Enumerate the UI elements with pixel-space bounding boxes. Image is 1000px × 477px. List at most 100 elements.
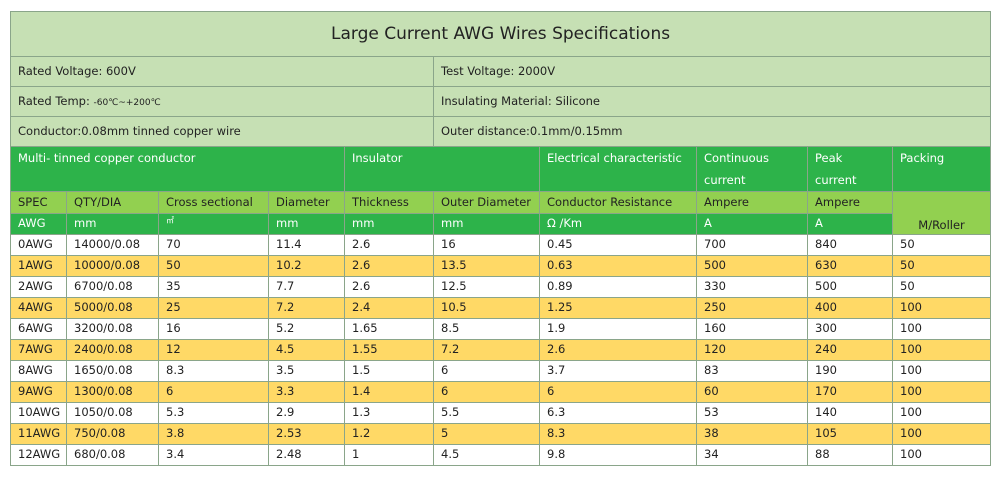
table-cell: 0AWG xyxy=(10,234,67,256)
group-header-continuous: Continuous current xyxy=(696,146,808,192)
table-cell: 13.5 xyxy=(433,255,540,277)
table-cell: 8AWG xyxy=(10,360,67,382)
table-cell: 250 xyxy=(696,297,808,319)
col-header: Thickness xyxy=(344,191,434,214)
group-header-packing-label: Packing xyxy=(900,151,945,165)
table-cell: 100 xyxy=(891,444,992,466)
table-cell: 240 xyxy=(807,339,893,361)
table-cell: 4AWG xyxy=(10,297,67,319)
table-cell: 5 xyxy=(433,423,540,445)
table-cell: 5.3 xyxy=(158,402,269,424)
table-cell: 8.5 xyxy=(433,318,540,340)
table-cell: 70 xyxy=(158,234,269,256)
table-row: 1AWG 10000/0.08 50 10.2 2.6 13.5 0.63 500 630 50 xyxy=(10,255,992,277)
table-cell: 100 xyxy=(891,381,992,403)
table-cell: 11.4 xyxy=(268,234,345,256)
table-cell: 1.25 xyxy=(539,297,697,319)
table-cell: 25 xyxy=(158,297,269,319)
table-cell: 88 xyxy=(807,444,893,466)
table-cell: 8.3 xyxy=(539,423,697,445)
table-cell: 100 xyxy=(891,360,992,382)
table-cell: 12.5 xyxy=(433,276,540,298)
group-header-conductor: Multi- tinned copper conductor xyxy=(10,146,345,192)
rated-temp: Rated Temp: -60℃~+200℃ xyxy=(10,86,434,117)
table-cell: 10.2 xyxy=(268,255,345,277)
table-row: 12AWG 680/0.08 3.4 2.48 1 4.5 9.8 34 88 100 xyxy=(10,444,992,466)
table-cell: 100 xyxy=(891,402,992,424)
table-cell: 5.5 xyxy=(433,402,540,424)
unit-cell: ㎡ xyxy=(158,213,269,235)
table-cell: 5000/0.08 xyxy=(66,297,159,319)
unit-cell: Ω /Km xyxy=(539,213,697,235)
table-row: 7AWG 2400/0.08 12 4.5 1.55 7.2 2.6 120 240 100 xyxy=(10,339,992,361)
col-header: QTY/DIA xyxy=(66,191,159,214)
col-header: Ampere xyxy=(696,191,808,214)
table-row: 4AWG 5000/0.08 25 7.2 2.4 10.5 1.25 250 400 100 xyxy=(10,297,992,319)
table-cell: 16 xyxy=(433,234,540,256)
unit-cell: mm xyxy=(66,213,159,235)
table-cell: 330 xyxy=(696,276,808,298)
table-cell: 630 xyxy=(807,255,893,277)
col-header: SPEC xyxy=(10,191,67,214)
table-cell: 8.3 xyxy=(158,360,269,382)
table-row: 10AWG 1050/0.08 5.3 2.9 1.3 5.5 6.3 53 140 100 xyxy=(10,402,992,424)
table-cell: 1.3 xyxy=(344,402,434,424)
table-cell: 500 xyxy=(696,255,808,277)
table-cell: 1050/0.08 xyxy=(66,402,159,424)
table-cell: 700 xyxy=(696,234,808,256)
table-body: 0AWG 14000/0.08 70 11.4 2.6 16 0.45 700 840 50 1AW… xyxy=(10,234,992,466)
table-cell: 680/0.08 xyxy=(66,444,159,466)
table-cell: 190 xyxy=(807,360,893,382)
table-cell: 38 xyxy=(696,423,808,445)
group-header-insulator: Insulator xyxy=(344,146,540,192)
unit-cell: AWG xyxy=(10,213,67,235)
table-cell: 1AWG xyxy=(10,255,67,277)
table-cell: 53 xyxy=(696,402,808,424)
table-cell: 1300/0.08 xyxy=(66,381,159,403)
group-header-insulator-label: Insulator xyxy=(352,151,403,165)
table-cell: 3.7 xyxy=(539,360,697,382)
table-cell: 35 xyxy=(158,276,269,298)
table-cell: 840 xyxy=(807,234,893,256)
table-cell: 7.7 xyxy=(268,276,345,298)
unit-cell: A xyxy=(696,213,808,235)
col-header: Diameter xyxy=(268,191,345,214)
unit-cell: mm xyxy=(433,213,540,235)
table-cell: 1.55 xyxy=(344,339,434,361)
table-cell: 16 xyxy=(158,318,269,340)
table-cell: 5.2 xyxy=(268,318,345,340)
table-cell: 3.4 xyxy=(158,444,269,466)
table-cell: 160 xyxy=(696,318,808,340)
table-cell: 100 xyxy=(891,423,992,445)
table-cell: 170 xyxy=(807,381,893,403)
packing-unit: M/Roller xyxy=(891,191,992,235)
table-cell: 2.6 xyxy=(344,276,434,298)
group-header-peak-line1: Peak xyxy=(815,151,843,165)
table-cell: 2.9 xyxy=(268,402,345,424)
group-header-peak-line2: current xyxy=(815,173,857,187)
table-cell: 1.9 xyxy=(539,318,697,340)
table-cell: 14000/0.08 xyxy=(66,234,159,256)
table-cell: 50 xyxy=(891,234,992,256)
table-cell: 6.3 xyxy=(539,402,697,424)
conductor-info: Conductor:0.08mm tinned copper wire xyxy=(10,116,434,147)
table-cell: 9AWG xyxy=(10,381,67,403)
table-cell: 1.2 xyxy=(344,423,434,445)
table-cell: 100 xyxy=(891,339,992,361)
table-cell: 60 xyxy=(696,381,808,403)
table-cell: 120 xyxy=(696,339,808,361)
table-cell: 50 xyxy=(891,255,992,277)
outer-distance: Outer distance:0.1mm/0.15mm xyxy=(432,116,992,147)
col-header: Conductor Resistance xyxy=(539,191,697,214)
col-header: Ampere xyxy=(807,191,893,214)
table-cell: 7.2 xyxy=(268,297,345,319)
col-header: Cross sectional xyxy=(158,191,269,214)
table-cell: 2.6 xyxy=(344,255,434,277)
table-cell: 2.6 xyxy=(539,339,697,361)
table-cell: 1 xyxy=(344,444,434,466)
table-cell: 105 xyxy=(807,423,893,445)
table-row: 9AWG 1300/0.08 6 3.3 1.4 6 6 60 170 100 xyxy=(10,381,992,403)
table-cell: 1650/0.08 xyxy=(66,360,159,382)
table-cell: 1.5 xyxy=(344,360,434,382)
table-cell: 2.53 xyxy=(268,423,345,445)
